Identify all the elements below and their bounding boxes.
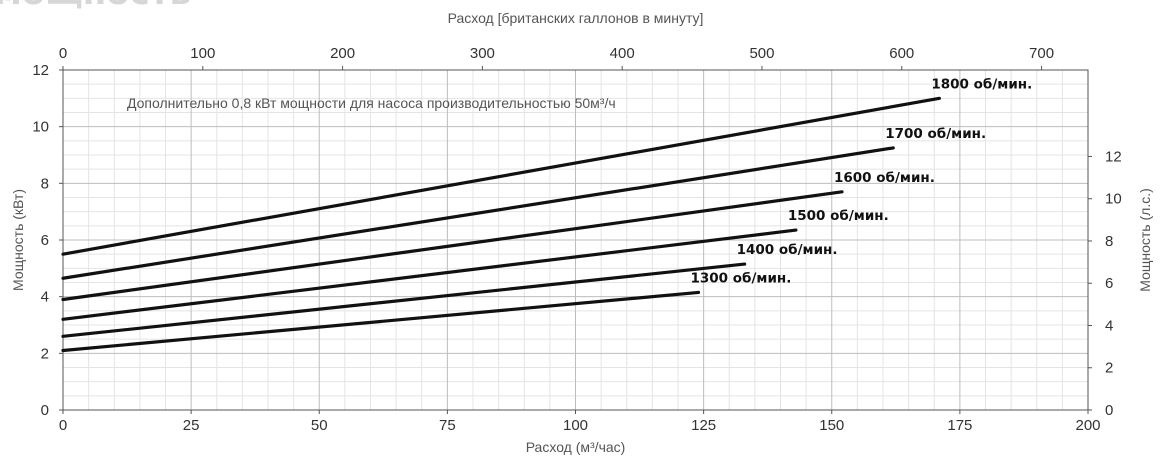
series-label: 1500 об/мин. [788,208,889,224]
right-y-tick-label: 12 [1105,148,1122,165]
series-line [61,228,798,321]
chart-annotation: Дополнительно 0,8 кВт мощности для насос… [127,95,616,111]
x-tick-label: 25 [183,417,200,434]
series-labels: 1800 об/мин. 1700 об/мин. 1600 об/мин. 1500… [691,76,1033,286]
y-tick-label: 2 [41,345,49,362]
y-tick-label: 0 [41,402,49,419]
top-x-tick-label: 0 [59,45,67,62]
y-tick-label: 12 [32,62,49,79]
y-axis-title: Мощность (кВт) [10,189,26,291]
right-y-tick-label: 2 [1105,360,1113,377]
x-tick-label: 150 [819,417,844,434]
series-line [61,146,895,280]
x-tick-label: 200 [1075,417,1100,434]
right-y-tick-label: 10 [1105,191,1122,208]
x-tick-label: 175 [947,417,972,434]
right-y-tick-label: 6 [1105,275,1113,292]
top-x-tick-label: 400 [610,45,635,62]
x-tick-label: 75 [439,417,456,434]
top-x-tick-label: 200 [330,45,355,62]
series-label: 1700 об/мин. [885,126,986,142]
series-line [61,290,701,353]
series-label: 1400 об/мин. [737,242,838,258]
series-label: 1300 об/мин. [691,270,792,286]
series-line [61,190,844,302]
top-x-tick-label: 100 [190,45,215,62]
series-label: 1600 об/мин. [834,170,935,186]
series-line [61,96,941,256]
right-y-tick-label: 8 [1105,233,1113,250]
series-line [61,262,747,338]
x-axis-title: Расход (м³/час) [526,439,626,455]
top-x-tick-label: 600 [889,45,914,62]
right-y-tick-label: 4 [1105,317,1113,334]
right-y-axis-title: Мощность (л.с.) [1137,188,1153,292]
top-x-tick-label: 700 [1029,45,1054,62]
top-x-axis-title: Расход [британских галлонов в минуту] [448,10,704,26]
x-tick-label: 100 [563,417,588,434]
x-tick-label: 50 [311,417,328,434]
header-title-fragment: мощность [0,0,191,13]
y-tick-label: 10 [32,119,49,136]
series-lines [61,96,941,353]
x-tick-label: 125 [691,417,716,434]
y-tick-label: 6 [41,232,49,249]
top-x-tick-label: 500 [749,45,774,62]
x-tick-label: 0 [59,417,67,434]
y-tick-label: 4 [41,289,49,306]
y-tick-label: 8 [41,175,49,192]
series-label: 1800 об/мин. [931,76,1032,92]
top-x-tick-label: 300 [470,45,495,62]
right-y-tick-label: 0 [1105,402,1113,419]
